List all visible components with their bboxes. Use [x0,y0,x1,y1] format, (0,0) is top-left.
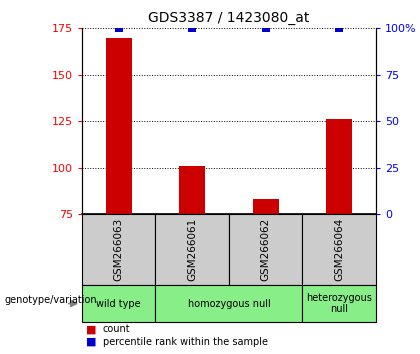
Text: percentile rank within the sample: percentile rank within the sample [103,337,268,347]
Text: ■: ■ [86,337,97,347]
Text: homozygous null: homozygous null [187,298,270,309]
Text: GSM266063: GSM266063 [114,218,123,281]
Title: GDS3387 / 1423080_at: GDS3387 / 1423080_at [148,11,310,24]
Bar [155,285,302,322]
Bar [106,38,131,214]
Text: wild type: wild type [96,298,141,309]
Text: GSM266064: GSM266064 [334,218,344,281]
Bar [326,119,352,214]
Bar [302,214,376,285]
Text: GSM266061: GSM266061 [187,218,197,281]
Text: ■: ■ [86,324,97,334]
Bar [82,285,155,322]
Bar [229,214,302,285]
Text: GSM266062: GSM266062 [261,218,270,281]
Text: genotype/variation: genotype/variation [4,295,97,305]
Text: count: count [103,324,131,334]
Text: heterozygous
null: heterozygous null [306,293,372,314]
Bar [253,199,278,214]
Bar [179,166,205,214]
Bar [82,214,155,285]
Bar [302,285,376,322]
Bar [155,214,229,285]
